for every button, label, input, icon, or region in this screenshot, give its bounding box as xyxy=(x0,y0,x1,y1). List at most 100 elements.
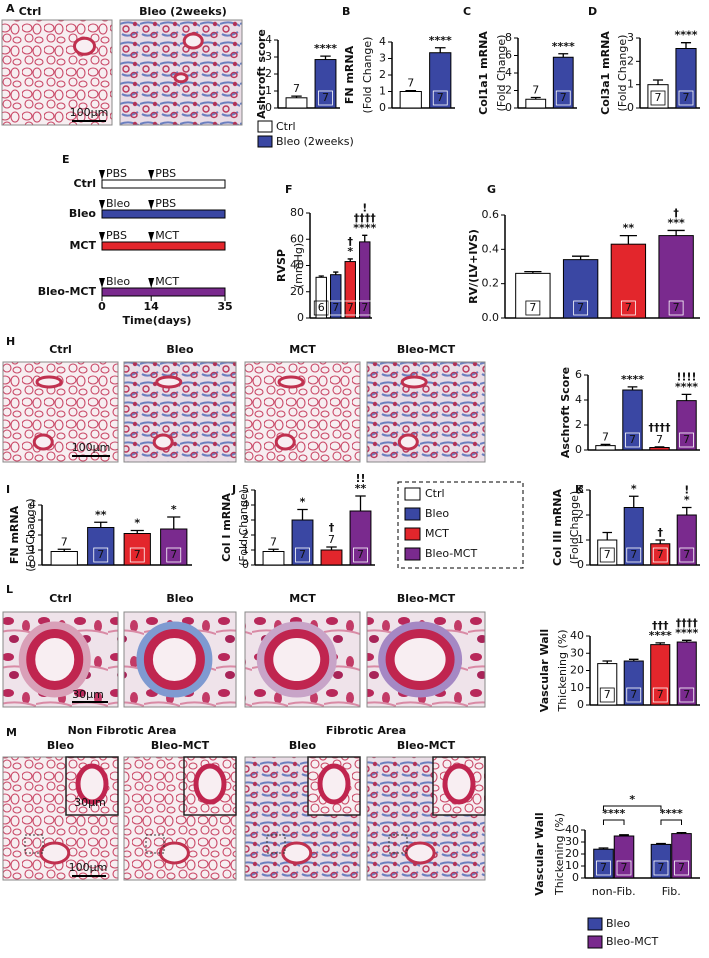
vessel-wall xyxy=(264,629,330,690)
error-bar xyxy=(655,642,666,645)
y-tick-label: 6 xyxy=(575,368,582,381)
y-tick-label: 3 xyxy=(242,513,249,526)
n-box xyxy=(432,90,448,106)
error-bar xyxy=(619,234,637,245)
image-label: Bleo-MCT xyxy=(151,739,210,752)
error-bar xyxy=(347,258,353,262)
error-bar xyxy=(558,53,569,58)
y-axis-title: RV/(LV+IVS) xyxy=(467,229,480,304)
significance-label: **** xyxy=(353,221,376,234)
n-box xyxy=(674,860,689,876)
comparison-bracket xyxy=(602,819,625,825)
y-tick-label: 1 xyxy=(242,543,249,556)
n-box xyxy=(93,547,109,563)
y-axis-title: Col3a1 mRNA xyxy=(599,31,612,115)
y-tick-label: 1 xyxy=(29,543,36,556)
event-arrow xyxy=(148,232,155,242)
y-tick-label: 1 xyxy=(577,533,584,546)
panel-letter: B xyxy=(342,5,350,18)
image-label: Bleo xyxy=(166,343,194,356)
vessel xyxy=(182,32,204,50)
timeline-tick-label: 14 xyxy=(144,300,160,313)
y-axis-title: (Fold Change) xyxy=(495,35,508,112)
image-label: Bleo xyxy=(166,592,194,605)
n-box xyxy=(679,687,695,703)
significance-label: ! xyxy=(684,484,689,497)
vessel-wall xyxy=(143,629,205,690)
image-label: MCT xyxy=(289,343,316,356)
n-box xyxy=(357,300,373,316)
vessel xyxy=(158,841,190,865)
legend-swatch xyxy=(587,917,603,931)
significance-label: †††† xyxy=(354,211,377,224)
error-bar xyxy=(326,546,337,550)
panel-letter: C xyxy=(463,5,471,18)
event-label: MCT xyxy=(155,275,179,288)
n-label: 7 xyxy=(332,301,339,314)
error-bar xyxy=(602,660,613,664)
y-tick-label: 5 xyxy=(242,483,249,496)
vessel-adventitia xyxy=(136,621,213,698)
y-tick-label: 60 xyxy=(290,232,304,245)
y-tick-label: 2 xyxy=(379,68,386,81)
comparison-bracket xyxy=(660,819,683,825)
legend-label: Bleo xyxy=(425,507,449,520)
y-tick-label: 1 xyxy=(265,84,272,97)
timeline-row-label: Ctrl xyxy=(73,177,96,190)
error-bar xyxy=(268,548,279,552)
vessel xyxy=(35,375,63,389)
panel-letter: J xyxy=(231,483,236,496)
y-tick-label: 0 xyxy=(575,443,582,456)
panel-letter: G xyxy=(487,183,496,196)
vessel-adventitia xyxy=(256,621,337,698)
n-label: 7 xyxy=(532,84,539,97)
n-box xyxy=(596,860,611,876)
n-box xyxy=(295,547,310,563)
error-bar xyxy=(602,531,613,540)
y-tick-label: 2 xyxy=(577,508,584,521)
timeline-row-label: MCT xyxy=(69,239,96,252)
y-tick-label: 4 xyxy=(575,393,582,406)
significance-label: **** xyxy=(675,380,698,393)
n-box xyxy=(573,300,589,316)
y-tick-label: 6 xyxy=(505,49,512,62)
image-label: Bleo-MCT xyxy=(397,739,456,752)
legend-label: Bleo xyxy=(606,917,630,930)
timeline-axis-title: Time(days) xyxy=(123,314,192,327)
area-label: Non Fibrotic Area xyxy=(68,724,177,737)
error-bar xyxy=(318,275,324,278)
y-tick-label: 3 xyxy=(265,50,272,63)
vessel xyxy=(73,36,96,56)
event-arrow xyxy=(99,170,105,180)
n-box xyxy=(625,432,640,448)
panel-letter: F xyxy=(285,183,293,196)
n-box xyxy=(668,300,684,316)
n-box xyxy=(525,300,541,316)
n-label: 7 xyxy=(347,301,354,314)
bar xyxy=(649,447,670,451)
bar xyxy=(515,272,551,319)
y-tick-label: 3 xyxy=(29,513,36,526)
y-axis-title: Col III mRNA xyxy=(551,489,564,566)
event-label: PBS xyxy=(106,167,127,180)
error-bar xyxy=(434,47,446,53)
y-tick-label: 0.4 xyxy=(482,242,500,255)
error-bar xyxy=(333,271,339,275)
legend-swatch xyxy=(404,507,421,521)
histology-image xyxy=(123,361,237,463)
n-label: 7 xyxy=(683,548,690,561)
bar xyxy=(87,527,115,566)
image-label: Bleo xyxy=(289,739,317,752)
y-tick-label: 0 xyxy=(577,558,584,571)
y-tick-label: 1 xyxy=(627,78,634,91)
n-label: 7 xyxy=(357,548,364,561)
event-arrow xyxy=(148,170,155,180)
y-tick-label: 0 xyxy=(29,558,36,571)
image-label: Bleo xyxy=(47,739,75,752)
bar xyxy=(562,259,599,319)
bar xyxy=(262,551,285,566)
bar xyxy=(50,551,78,566)
y-tick-label: 0 xyxy=(627,101,634,114)
legend-swatch xyxy=(587,935,603,949)
